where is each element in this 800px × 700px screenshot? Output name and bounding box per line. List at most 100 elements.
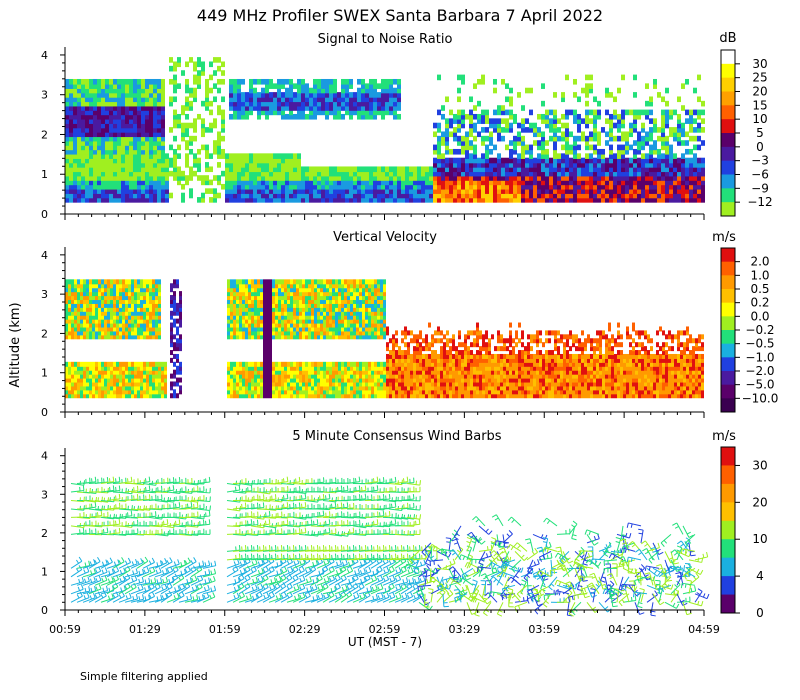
wind-barb xyxy=(154,581,168,586)
colorbar-swatch xyxy=(721,576,735,596)
wind-barb xyxy=(346,572,360,578)
wind-barb xyxy=(268,586,281,595)
wind-barb xyxy=(280,558,294,561)
wind-barb xyxy=(292,579,306,586)
wind-barb xyxy=(106,489,120,493)
wind-barb xyxy=(388,558,402,561)
wind-barb xyxy=(471,558,486,561)
wind-barb xyxy=(136,582,150,586)
wind-barb xyxy=(256,578,269,586)
wind-barb xyxy=(178,533,192,536)
wind-barb xyxy=(322,570,335,578)
wind-barb xyxy=(548,576,558,588)
wind-barb xyxy=(382,499,396,503)
wind-barb xyxy=(620,525,624,539)
wind-barb xyxy=(340,507,354,510)
wind-barb xyxy=(328,506,342,510)
wind-barb xyxy=(244,563,258,569)
wind-barb xyxy=(262,508,276,511)
wind-barb xyxy=(644,540,654,552)
wind-barb xyxy=(94,579,108,586)
wind-barb xyxy=(646,548,654,561)
wind-barb xyxy=(634,576,648,582)
wind-barb xyxy=(124,598,138,603)
wind-barb xyxy=(160,594,173,603)
wind-barb xyxy=(652,567,665,575)
wind-barb xyxy=(370,569,383,578)
wind-barb xyxy=(94,491,109,494)
wind-barb xyxy=(226,569,239,578)
wind-barb xyxy=(100,499,114,503)
wind-barb xyxy=(370,515,384,518)
wind-barb xyxy=(472,581,478,594)
wind-barb xyxy=(148,581,162,586)
wind-barb xyxy=(106,586,119,595)
time-axis: 00:59 01:29 01:59 02:29 02:59 03:29 03:59 04:29… xyxy=(49,623,720,636)
wind-barb xyxy=(232,586,245,595)
wind-barb xyxy=(478,566,492,569)
wind-barb xyxy=(316,562,330,569)
wind-barb xyxy=(160,525,174,529)
wind-barb xyxy=(280,482,295,485)
wind-barb xyxy=(178,586,191,595)
wind-barb xyxy=(256,549,270,552)
wind-barb xyxy=(118,491,132,495)
wind-barb xyxy=(262,595,275,603)
wind-barb xyxy=(232,578,245,586)
wind-barb xyxy=(478,551,486,564)
wind-barb xyxy=(112,533,126,536)
wind-barb xyxy=(526,551,538,561)
wind-barb xyxy=(262,558,276,561)
wind-barb xyxy=(424,572,428,586)
wind-barb xyxy=(268,597,282,603)
wind-barb xyxy=(88,579,102,586)
wind-barb xyxy=(286,481,300,484)
wind-barb xyxy=(694,556,708,561)
wind-barb xyxy=(682,525,690,538)
colorbar-label: 25 xyxy=(752,71,767,85)
wind-barb xyxy=(540,576,546,590)
wind-barb xyxy=(106,532,120,535)
wind-barb xyxy=(274,561,287,569)
wind-barb xyxy=(412,558,426,561)
wind-barb xyxy=(202,590,216,595)
wind-barb xyxy=(334,558,348,561)
wind-barb xyxy=(262,498,276,501)
wind-barb xyxy=(226,549,240,552)
wind-barb xyxy=(88,588,102,595)
wind-barb xyxy=(683,567,696,576)
wind-barb xyxy=(130,588,144,595)
wind-barb xyxy=(550,567,564,571)
wind-barb xyxy=(370,481,384,484)
wind-barb xyxy=(148,571,162,578)
wind-barb xyxy=(514,600,528,603)
wind-barb xyxy=(511,516,522,527)
wind-barb xyxy=(658,584,672,590)
wind-barb xyxy=(370,508,384,511)
wind-barb xyxy=(688,559,702,563)
wind-barb xyxy=(646,567,658,577)
time-tick-label: 01:59 xyxy=(209,623,241,636)
wind-barb xyxy=(568,523,578,535)
wind-barb xyxy=(406,581,420,586)
wind-barb xyxy=(118,586,131,595)
wind-barb xyxy=(190,579,203,586)
wind-barb xyxy=(442,593,445,607)
wind-barb xyxy=(250,506,264,510)
wind-barb xyxy=(94,571,108,578)
wind-barb xyxy=(406,561,419,569)
wind-barb xyxy=(154,523,168,527)
wind-barb xyxy=(244,588,258,595)
wind-barb xyxy=(178,581,192,586)
wind-barb xyxy=(566,602,570,616)
wind-barb xyxy=(262,570,275,578)
wind-barb xyxy=(328,490,342,493)
wind-barb xyxy=(334,594,347,603)
wind-barb xyxy=(292,491,306,495)
colorbar-label: −6 xyxy=(751,168,769,182)
wind-barb xyxy=(346,586,359,595)
wind-barb xyxy=(493,551,504,561)
wind-barb xyxy=(286,549,300,552)
time-tick-label: 03:59 xyxy=(528,623,560,636)
wind-barb xyxy=(358,498,372,501)
